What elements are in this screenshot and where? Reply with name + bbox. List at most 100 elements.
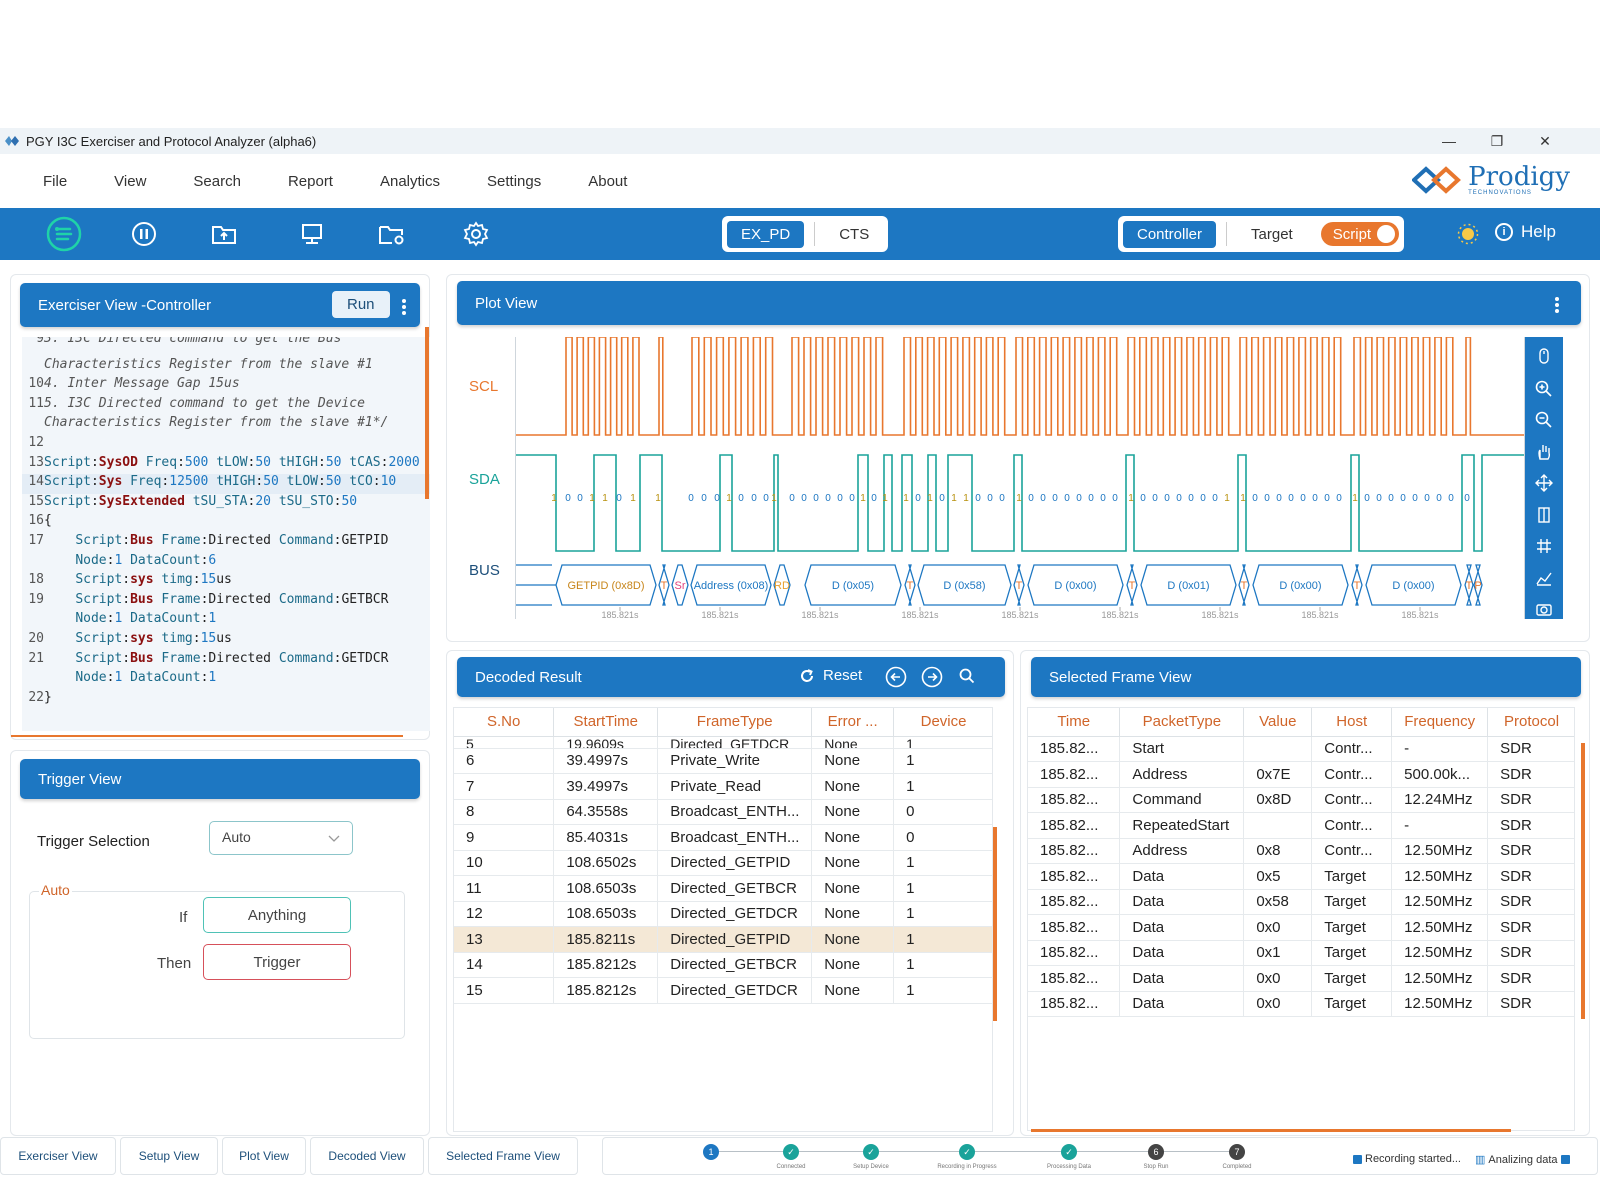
bus-segment[interactable]: T (904, 564, 916, 606)
table-row[interactable]: 9 85.4031s Broadcast_ENTH... None 0 (454, 824, 992, 851)
chart-icon[interactable] (1534, 568, 1554, 588)
table-row[interactable]: 7 39.4997s Private_Read None 1 (454, 773, 992, 800)
search-icon[interactable] (959, 668, 975, 688)
monitor-icon[interactable] (296, 218, 328, 250)
bus-segment[interactable]: T (1126, 564, 1138, 606)
table-row[interactable]: 185.82... Address 0x7E Contr... 500.00k... SD… (1028, 761, 1574, 788)
table-row[interactable]: 185.82... Data 0x0 Target 12.50MHz SDR (1028, 965, 1574, 992)
bus-segment[interactable]: T (1238, 564, 1250, 606)
table-row[interactable]: 185.82... Data 0x58 Target 12.50MHz SDR (1028, 889, 1574, 915)
bus-segment[interactable]: D (0x01) (1140, 564, 1237, 606)
column-header[interactable]: Error ... (811, 708, 895, 737)
bus-segment[interactable]: P (1473, 564, 1483, 606)
script-editor[interactable]: 9 3. I3C Directed command to get the Bus C… (22, 337, 430, 731)
footer-tab-plot[interactable]: Plot View (222, 1137, 306, 1175)
column-header[interactable]: Device (893, 708, 992, 737)
menu-about[interactable]: About (588, 172, 628, 190)
table-row[interactable]: 185.82... Data 0x5 Target 12.50MHz SDR (1028, 863, 1574, 890)
run-button[interactable]: Run (332, 291, 390, 318)
grid-icon[interactable] (1534, 536, 1554, 556)
frame-hscrollbar[interactable] (1031, 1129, 1511, 1132)
menu-analytics[interactable]: Analytics (379, 172, 441, 190)
cursor-icon[interactable] (1534, 505, 1554, 525)
bus-segment[interactable]: T (1464, 564, 1474, 606)
kebab-menu-icon[interactable] (1555, 297, 1559, 315)
menu-report[interactable]: Report (287, 172, 333, 190)
theme-sun-icon[interactable] (1452, 218, 1484, 250)
table-row[interactable]: 185.82... Command 0x8D Contr... 12.24MHz SDR (1028, 787, 1574, 813)
table-row[interactable]: 185.82... Data 0x0 Target 12.50MHz SDR (1028, 914, 1574, 941)
zoom-in-icon[interactable] (1534, 379, 1554, 399)
if-anything-button[interactable]: Anything (203, 897, 351, 933)
footer-tab-selected-frame[interactable]: Selected Frame View (428, 1137, 578, 1175)
close-button[interactable]: ✕ (1539, 132, 1551, 149)
open-folder-icon[interactable] (208, 218, 240, 250)
column-header[interactable]: Value (1243, 708, 1313, 737)
bus-segment[interactable]: T (1013, 564, 1025, 606)
then-trigger-button[interactable]: Trigger (203, 944, 351, 980)
tab-target[interactable]: Target (1251, 225, 1293, 243)
bus-segment[interactable]: D (0x05) (804, 564, 902, 606)
table-row[interactable]: 10 108.6502s Directed_GETPID None 1 (454, 850, 992, 876)
table-row[interactable]: 15 185.8212s Directed_GETDCR None 1 (454, 977, 992, 1004)
editor-hscrollbar[interactable] (11, 735, 403, 737)
tab-ex-pd[interactable]: EX_PD (727, 220, 805, 248)
help-button[interactable]: i Help (1495, 222, 1556, 242)
table-row[interactable]: 11 108.6503s Directed_GETBCR None 1 (454, 875, 992, 902)
column-header[interactable]: Frequency (1391, 708, 1489, 737)
bus-segment[interactable]: T (658, 564, 670, 606)
table-row[interactable]: 5 19.9609s Directed_GETDCR None 1 (454, 736, 992, 749)
gear-icon[interactable] (460, 218, 492, 250)
table-row[interactable]: 185.82... Data 0x0 Target 12.50MHz SDR (1028, 991, 1574, 1017)
footer-tab-decoded[interactable]: Decoded View (310, 1137, 424, 1175)
column-header[interactable]: StartTime (553, 708, 659, 737)
move-icon[interactable] (1534, 473, 1554, 493)
editor-scrollbar[interactable] (425, 327, 429, 499)
decoded-scrollbar[interactable] (993, 827, 997, 1021)
bus-segment[interactable]: GETPID (0x8D) (555, 564, 657, 606)
trigger-selection-dropdown[interactable]: Auto (209, 821, 353, 855)
arrow-right-icon[interactable] (921, 666, 943, 692)
footer-tab-setup[interactable]: Setup View (120, 1137, 218, 1175)
bus-segment[interactable]: T (1351, 564, 1363, 606)
pause-icon[interactable] (128, 218, 160, 250)
table-row[interactable]: 185.82... Start Contr... - SDR (1028, 736, 1574, 762)
folder-settings-icon[interactable] (376, 218, 408, 250)
bus-segment[interactable]: RD (773, 564, 791, 606)
menu-settings[interactable]: Settings (487, 172, 542, 190)
maximize-button[interactable]: ❐ (1490, 132, 1504, 149)
bus-segment[interactable]: D (0x58) (917, 564, 1012, 606)
table-row[interactable]: 185.82... Data 0x1 Target 12.50MHz SDR (1028, 940, 1574, 966)
bus-segment[interactable]: D (0x00) (1365, 564, 1462, 606)
column-header[interactable]: PacketType (1119, 708, 1245, 737)
table-row[interactable]: 185.82... Address 0x8 Contr... 12.50MHz SDR (1028, 838, 1574, 864)
mouse-icon[interactable] (1534, 347, 1554, 367)
reset-button[interactable]: Reset (823, 667, 863, 684)
tab-controller[interactable]: Controller (1123, 220, 1217, 248)
table-row[interactable]: 14 185.8212s Directed_GETBCR None 1 (454, 952, 992, 978)
footer-tab-exerciser[interactable]: Exerciser View (0, 1137, 116, 1175)
menu-view[interactable]: View (114, 172, 147, 190)
bus-segment[interactable]: D (0x00) (1027, 564, 1124, 606)
column-header[interactable]: Time (1028, 708, 1121, 737)
table-row[interactable]: 13 185.8211s Directed_GETPID None 1 (454, 926, 992, 953)
connect-icon[interactable] (46, 216, 82, 252)
kebab-menu-icon[interactable] (402, 299, 406, 317)
camera-icon[interactable] (1534, 599, 1554, 619)
menu-file[interactable]: File (43, 172, 68, 190)
column-header[interactable]: Protocol (1487, 708, 1574, 737)
column-header[interactable]: S.No (454, 708, 555, 737)
script-toggle[interactable]: Script (1320, 222, 1400, 246)
table-row[interactable]: 6 39.4997s Private_Write None 1 (454, 748, 992, 774)
bus-segment[interactable]: Sr (671, 564, 689, 606)
menu-search[interactable]: Search (193, 172, 241, 190)
tab-cts[interactable]: CTS (839, 225, 870, 243)
refresh-icon[interactable] (799, 668, 815, 688)
zoom-out-icon[interactable] (1534, 410, 1554, 430)
minimize-button[interactable]: — (1442, 133, 1456, 149)
column-header[interactable]: FrameType (657, 708, 813, 737)
column-header[interactable]: Host (1311, 708, 1393, 737)
bus-segment[interactable]: D (0x00) (1252, 564, 1349, 606)
